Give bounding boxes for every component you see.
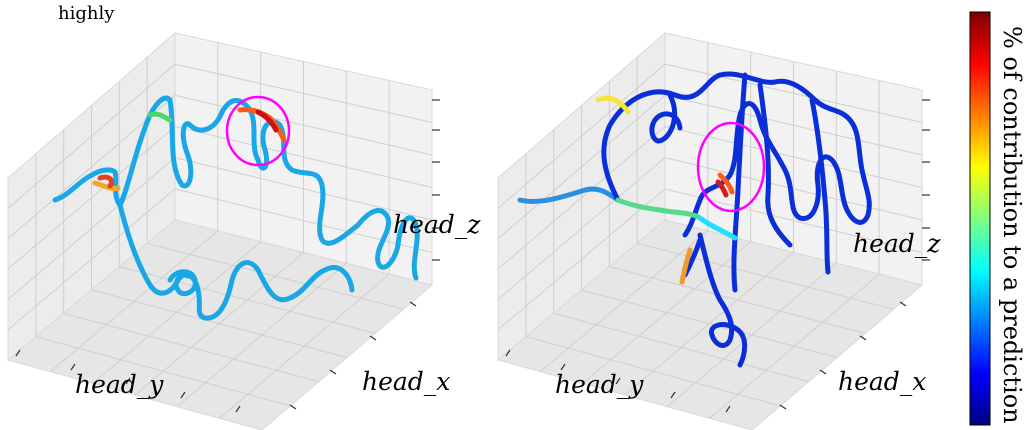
plot-2-trajectory-cyan (697, 215, 738, 241)
plot-1-trajectory-hot (97, 174, 115, 189)
colorbar: % of contribution to a prediction (969, 11, 1026, 426)
plot-1-ticks (15, 99, 440, 413)
plot-2-trajectory-yellow (595, 95, 631, 115)
plot-1-zlabel: head_z (393, 210, 481, 239)
plot-1-highlight-ellipse (225, 95, 291, 167)
colorbar-bar (969, 11, 991, 426)
plot-2-highlight-ellipse (696, 121, 766, 213)
plot-2-trajectory-highlighted-core (715, 179, 729, 198)
plot-2-trajectory-loop (649, 92, 683, 144)
plot-2-trajectory-vertical-1 (731, 72, 748, 293)
plot-2-trajectory-light (517, 186, 621, 204)
grid-line (174, 188, 433, 253)
grid-line (7, 188, 176, 331)
plot-2-trajectory (517, 71, 872, 368)
plot-1-grid (7, 42, 433, 419)
grid-line (709, 273, 880, 419)
plot-1-trajectory-loop (167, 269, 198, 297)
grid-line (219, 273, 390, 419)
plot-1-ylabel: head_x (362, 367, 450, 396)
plot-2-trajectory-green (615, 197, 703, 221)
plot-2-xlabel: head_y (555, 370, 644, 399)
plot-1: head_y head_x head_z (6, 31, 481, 430)
plot-1-trajectory (52, 95, 420, 321)
plot-2-trajectory-orange (679, 247, 693, 285)
grid-line (497, 188, 666, 331)
caption-fragment: highly (58, 3, 115, 24)
plot-1-xlabel: head_y (75, 370, 164, 399)
plot-2-trajectory-vertical-2 (757, 82, 793, 248)
plot-2: head_y head_x head_z (496, 31, 941, 430)
plot-2-trajectory-lower (697, 232, 748, 368)
plot-2-ticks (505, 99, 930, 413)
plot-1-trajectory-green (147, 111, 173, 123)
plot-1-trajectory-main (52, 95, 420, 281)
plot-2-trajectory-highlighted (717, 172, 735, 195)
plot-1-trajectory-highlighted-core (255, 109, 279, 133)
plot-2-zlabel: head_z (853, 229, 941, 258)
plot-2-ylabel: head_x (838, 367, 926, 396)
colorbar-label: % of contribution to a prediction (998, 26, 1026, 424)
plot-1-trajectory-lower (117, 202, 355, 321)
plot-2-trajectory-vertical-3 (809, 97, 831, 275)
